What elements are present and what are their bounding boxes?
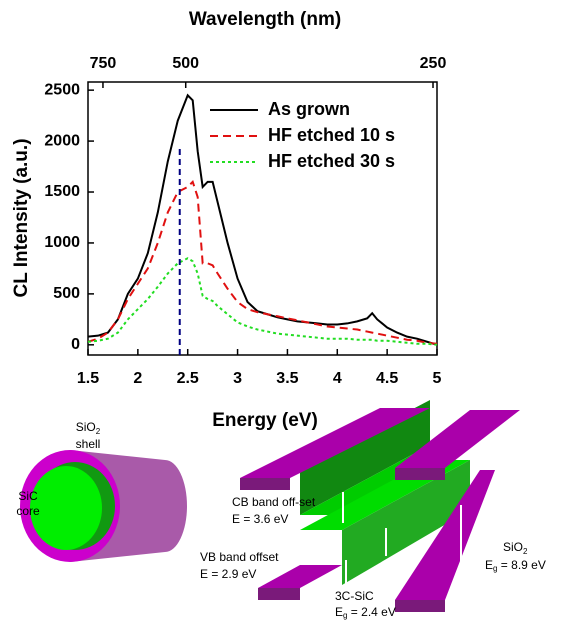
series-line: [87, 179, 438, 345]
x-tick-label: 3: [233, 370, 242, 387]
x2-axis-label: Wavelength (nm): [189, 9, 341, 30]
slab-bottom-right-side: [395, 600, 445, 612]
legend-label: As grown: [268, 99, 350, 119]
shell-label: SiO2: [76, 420, 101, 436]
nanowire: SiO2 shell SiC core: [16, 420, 187, 562]
x-tick-label: 4: [333, 370, 342, 387]
x-tick-label: 2.5: [177, 370, 199, 387]
slab-top-right: [395, 410, 520, 468]
shell-label-2: shell: [76, 437, 101, 451]
sic-value: = 2.4 eV: [347, 605, 395, 619]
y-tick-label: 500: [53, 285, 80, 302]
plot: 1.5 2 2.5 3 3.5 4 4.5 5 0 500 1000 1500 2000 2500 750 5…: [44, 55, 446, 387]
slab-bottom-right: [395, 470, 495, 600]
shell-label-main: SiO: [76, 420, 96, 434]
sio2-main: SiO: [503, 540, 523, 554]
series-line: [87, 257, 438, 346]
x-axis-label: Energy (eV): [212, 410, 318, 431]
x-tick-label: 3.5: [276, 370, 298, 387]
arrows: [342, 492, 462, 608]
x2-tick-label: 250: [420, 55, 447, 72]
x2-tick-label: 500: [172, 55, 199, 72]
shell-label-sub: 2: [96, 427, 101, 436]
sic-label: 3C-SiC: [335, 589, 374, 603]
y-axis-label: CL Intensity (a.u.): [11, 138, 32, 297]
cb-wall: [300, 400, 430, 515]
x2-tick-label: 750: [90, 55, 117, 72]
x-tick-label: 2: [133, 370, 142, 387]
slab-top-left-side: [240, 478, 290, 490]
x-tick-label: 4.5: [376, 370, 398, 387]
legend-label: HF etched 30 s: [268, 151, 395, 171]
x-tick-label: 1.5: [77, 370, 99, 387]
sio2-value: = 8.9 eV: [497, 558, 545, 572]
plot-frame: [87, 81, 438, 356]
series-line: [87, 93, 438, 346]
sio2-e: E: [485, 558, 493, 572]
slab-bottom-left: [258, 565, 342, 588]
y-tick-label: 1500: [44, 183, 80, 200]
vb-energy: E = 2.9 eV: [200, 567, 256, 581]
y-tick-label: 2000: [44, 132, 80, 149]
cb-label: CB band off-set: [232, 495, 316, 509]
y-tick-label: 2500: [44, 81, 80, 98]
slab-top-right-side: [395, 468, 445, 480]
cb-energy: E = 3.6 eV: [232, 512, 288, 526]
band-diagram: CB band off-set E = 3.6 eV VB band offse…: [200, 400, 546, 620]
x-tick-label: 5: [433, 370, 442, 387]
sio2-sub: 2: [523, 547, 528, 556]
vb-label: VB band offset: [200, 550, 279, 564]
sic-e: E: [335, 605, 343, 619]
sic-sub: g: [343, 611, 347, 620]
sio2-label: SiO2: [503, 540, 528, 556]
core-face: [30, 466, 102, 550]
y-tick-label: 0: [71, 336, 80, 353]
legend-label: HF etched 10 s: [268, 125, 395, 145]
sio2-energy: Eg = 8.9 eV: [485, 558, 546, 573]
vb-wall: [342, 460, 470, 585]
slab-bottom-left-side: [258, 588, 300, 600]
core-label: SiC: [18, 489, 38, 503]
core-label-2: core: [16, 504, 40, 518]
sio2-esub: g: [493, 564, 497, 573]
slab-top-left: [240, 408, 430, 478]
y-tick-label: 1000: [44, 234, 80, 251]
sic-energy: Eg = 2.4 eV: [335, 605, 396, 620]
